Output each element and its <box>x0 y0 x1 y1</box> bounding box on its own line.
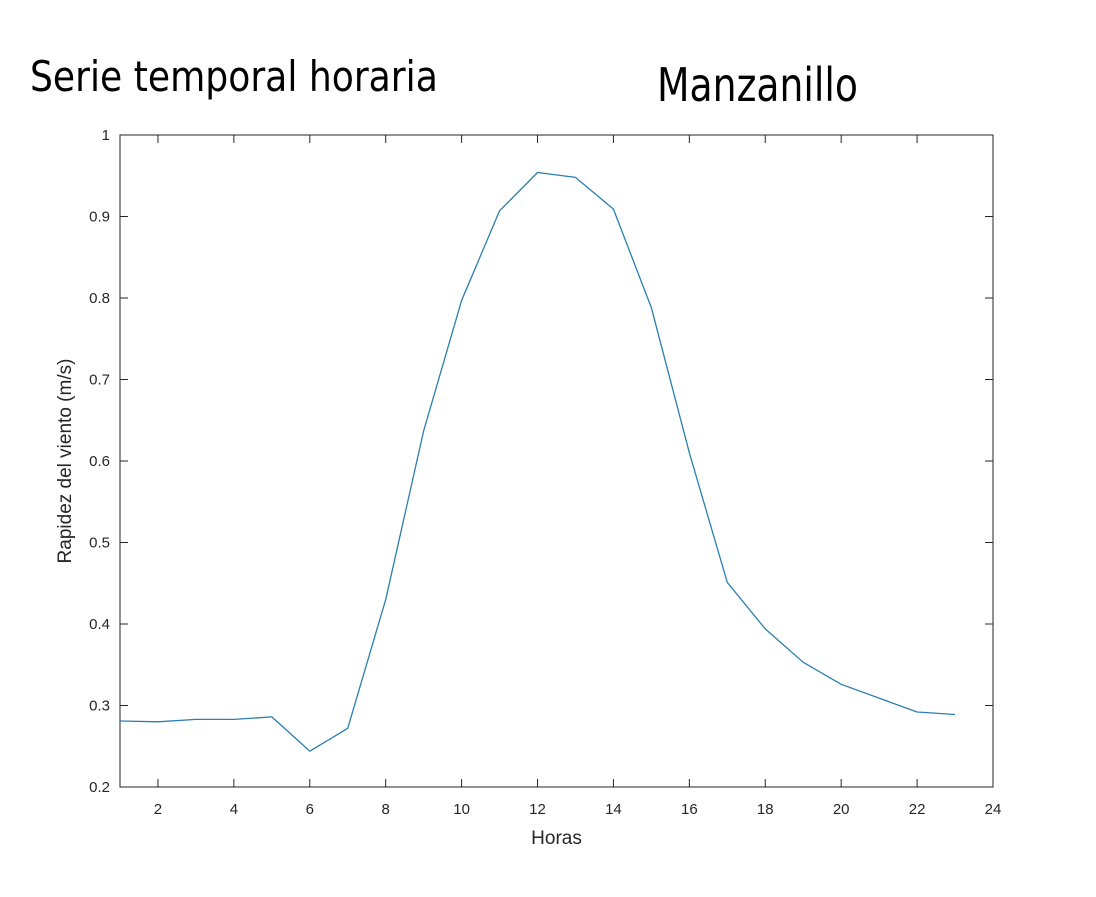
x-axis-ticks: 2 4 6 8 10 12 14 16 18 20 22 24 <box>154 135 1002 818</box>
x-tick-label: 24 <box>985 801 1002 818</box>
y-tick-label: 0.7 <box>89 372 110 389</box>
plot-area <box>119 134 994 788</box>
y-axis-ticks: 0.2 0.3 0.4 0.5 0.6 0.7 0.8 0.9 1 <box>89 127 993 796</box>
x-tick-label: 16 <box>681 801 698 818</box>
x-tick-label: 10 <box>453 801 470 818</box>
x-tick-label: 18 <box>757 801 774 818</box>
y-tick-label: 0.9 <box>89 209 110 226</box>
y-tick-label: 0.2 <box>89 779 110 796</box>
chart-subtitle: Manzanillo <box>657 58 858 112</box>
series-line <box>119 171 956 752</box>
y-axis-label: Rapidez del viento (m/s) <box>55 359 76 564</box>
y-tick-label: 0.4 <box>89 616 110 633</box>
y-tick-label: 0.6 <box>89 453 110 470</box>
x-tick-label: 12 <box>529 801 546 818</box>
y-tick-label: 0.8 <box>89 290 110 307</box>
x-tick-label: 20 <box>833 801 850 818</box>
chart-title: Serie temporal horaria <box>30 52 438 101</box>
y-tick-label: 1 <box>102 127 110 144</box>
x-tick-label: 14 <box>605 801 622 818</box>
x-tick-label: 8 <box>382 801 390 818</box>
x-tick-label: 6 <box>306 801 314 818</box>
x-tick-label: 2 <box>154 801 162 818</box>
y-tick-label: 0.5 <box>89 535 110 552</box>
x-tick-label: 4 <box>230 801 238 818</box>
x-tick-label: 22 <box>909 801 926 818</box>
series-group <box>119 171 956 752</box>
x-axis-label: Horas <box>531 828 582 849</box>
y-tick-label: 0.3 <box>89 698 110 715</box>
